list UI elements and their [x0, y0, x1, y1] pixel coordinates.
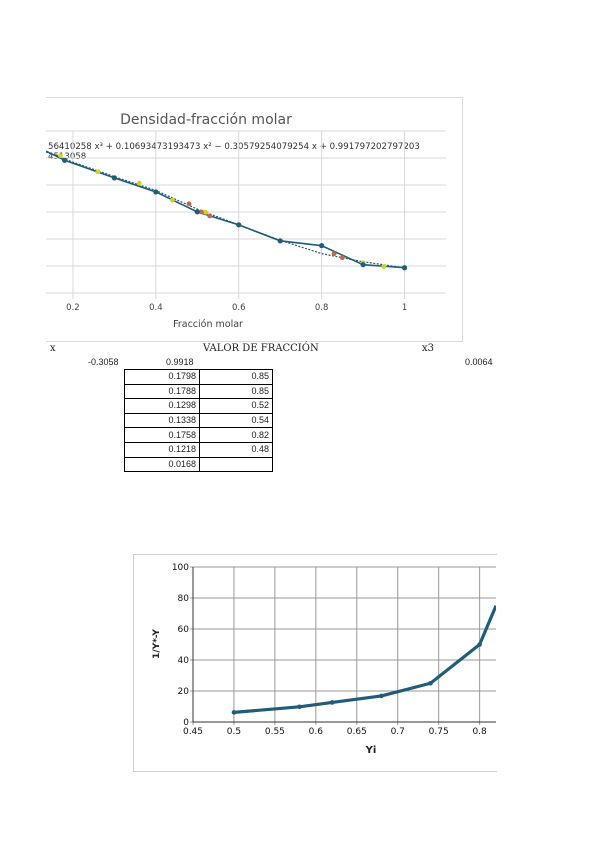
table-cell: 0.82: [199, 427, 273, 443]
x-axis-label: Fracción molar: [173, 319, 243, 330]
red-data-point: [331, 251, 337, 257]
data-point: [111, 175, 117, 181]
data-point: [379, 693, 384, 699]
table-row: 0.1788 0.85: [124, 383, 273, 400]
data-point: [477, 642, 482, 647]
data-point: [319, 243, 325, 249]
x-tick-label: 0.6: [232, 303, 246, 313]
table-cell: 0.48: [199, 441, 273, 458]
yellow-data-point: [203, 209, 208, 215]
red-data-point: [339, 255, 345, 261]
x-tick-label: 1: [402, 303, 407, 313]
integral-chart: 0.45 0.5 0.55 0.6 0.65 0.7 0.75 0.8 0 20 40 60 80 100…: [152, 563, 496, 756]
table-cell: 0.85: [199, 383, 273, 400]
data-point: [329, 700, 335, 705]
x-tick-label: 0.8: [472, 727, 487, 737]
data-point: [360, 262, 366, 268]
yellow-data-point: [95, 169, 101, 175]
x-tick-label: 0.65: [347, 727, 367, 737]
y-tick-label: 100: [172, 563, 189, 573]
x-axis-label: Yi: [365, 745, 377, 756]
series-line: [46, 150, 405, 269]
data-point: [297, 704, 302, 710]
table-cell: 0.52: [199, 398, 273, 414]
y-tick-label: 60: [178, 625, 190, 635]
table-cell: 0.1218: [124, 441, 200, 458]
y-tick-label: 0: [183, 718, 189, 728]
data-point: [62, 157, 68, 163]
fraction-table: 0.1798 0.85 0.1788 0.85 0.1298 0.52 0.1338 0.54…: [124, 369, 273, 473]
x-tick-label: 0.45: [183, 727, 203, 737]
chart-title: Densidad-fracción molar: [120, 112, 292, 128]
data-point: [428, 680, 433, 686]
trendline: [46, 151, 405, 269]
density-chart: Densidad-fracción molar 56410258 x³ + 0.…: [46, 112, 446, 330]
header-title: VALOR DE FRACCIÓN: [203, 343, 319, 354]
data-point: [401, 265, 408, 271]
table-cell: 0.1758: [124, 427, 200, 443]
yellow-data-point: [381, 264, 387, 269]
y-tick-label: 80: [178, 594, 190, 604]
y-axis-label: 1/Y*-Y: [152, 629, 162, 659]
table-cell: 0.1798: [124, 369, 200, 385]
data-point: [194, 209, 200, 215]
red-data-point: [199, 209, 204, 215]
table-cell: 0.85: [199, 369, 273, 385]
trendline-equation-cont: 4513058: [48, 152, 86, 162]
series-line: [233, 605, 496, 714]
x-tick-label: 0.8: [315, 303, 329, 313]
coefficient-c: 0.0064: [465, 357, 493, 367]
trendline-equation: 56410258 x³ + 0.10693473193473 x² − 0.30…: [48, 142, 420, 152]
data-point: [153, 189, 159, 195]
x-tick-label: 0.2: [66, 303, 80, 313]
table-cell: 0.1788: [124, 383, 200, 400]
red-data-point: [207, 213, 213, 219]
table-cell: 0.54: [199, 412, 273, 429]
table-row: 0.1218 0.48: [124, 441, 273, 458]
table-row: 0.1798 0.85: [124, 369, 273, 385]
table-row: 0.1298 0.52: [124, 398, 273, 414]
density-chart-frame: [46, 97, 463, 342]
table-cell: [199, 456, 273, 473]
yellow-data-point: [58, 153, 63, 159]
data-point: [231, 710, 237, 715]
header-x: x: [50, 343, 56, 354]
coefficient-a: -0.3058: [88, 357, 119, 367]
x-tick-label: 0.7: [391, 727, 405, 737]
x-tick-label: 0.4: [149, 303, 163, 313]
table-row: 0.1338 0.54: [124, 412, 273, 429]
data-point: [277, 238, 283, 244]
coefficient-b: 0.9918: [166, 357, 194, 367]
table-row: 0.0168: [124, 456, 273, 473]
yellow-data-point: [170, 197, 175, 203]
yellow-data-point: [136, 180, 142, 186]
x-tick-label: 0.5: [227, 727, 241, 737]
x-tick-label: 0.55: [265, 727, 285, 737]
x-tick-label: 0.75: [429, 727, 449, 737]
y-tick-label: 20: [178, 687, 190, 697]
integral-chart-frame: [133, 554, 497, 772]
y-tick-label: 40: [178, 656, 190, 666]
table-row: 0.1758 0.82: [124, 427, 273, 443]
x-tick-label: 0.6: [309, 727, 324, 737]
header-x3: x3: [422, 343, 435, 354]
data-point: [236, 222, 242, 228]
table-cell: 0.1298: [124, 398, 200, 414]
table-cell: 0.1338: [124, 412, 200, 429]
red-data-point: [186, 201, 192, 207]
table-cell: 0.0168: [124, 456, 200, 473]
